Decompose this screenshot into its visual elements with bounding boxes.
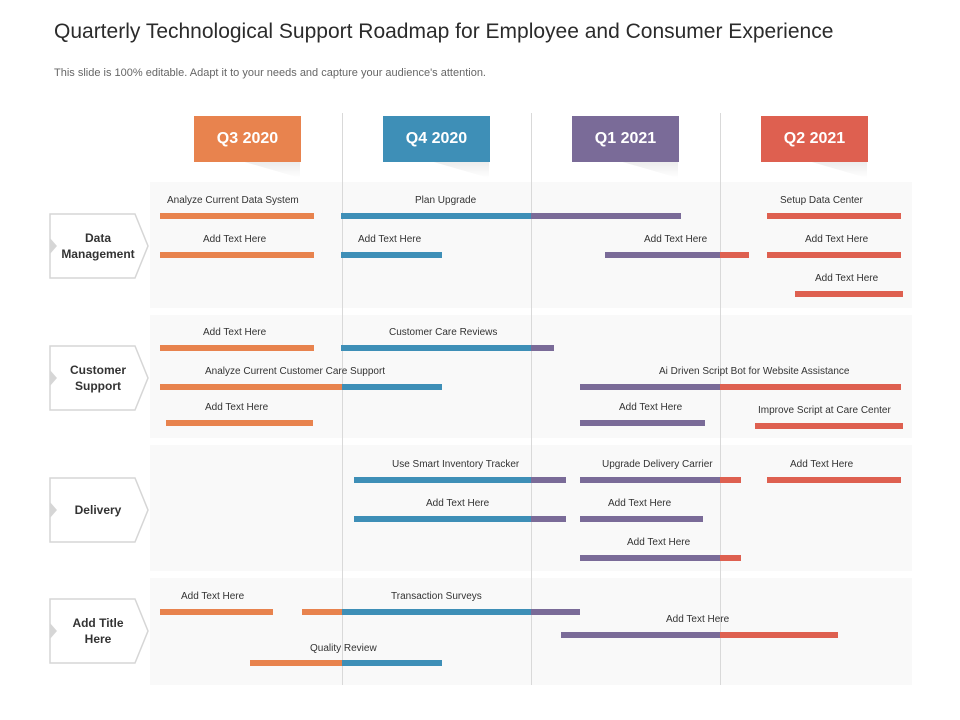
task-bar bbox=[605, 252, 720, 258]
task-label: Add Text Here bbox=[790, 459, 854, 470]
task-bar bbox=[302, 609, 342, 615]
task-label: Use Smart Inventory Tracker bbox=[392, 459, 520, 470]
quarter-header-q1-2021: Q1 2021 bbox=[572, 116, 679, 178]
task-bar bbox=[767, 252, 901, 258]
task-bar bbox=[160, 609, 273, 615]
quarter-header-q2-2021: Q2 2021 bbox=[761, 116, 868, 178]
task-bar bbox=[720, 477, 741, 483]
category-tag-shape bbox=[49, 477, 149, 543]
category-add-title: Add Title Here bbox=[49, 598, 149, 664]
task-label: Add Text Here bbox=[181, 591, 245, 602]
task-bar bbox=[531, 477, 566, 483]
task-bar bbox=[531, 609, 580, 615]
task-bar bbox=[580, 384, 720, 390]
task-bar bbox=[720, 384, 901, 390]
task-label: Add Text Here bbox=[619, 402, 683, 413]
task-label: Add Text Here bbox=[358, 234, 422, 245]
category-tag-shape bbox=[49, 345, 149, 411]
category-delivery: Delivery bbox=[49, 477, 149, 543]
category-label: Delivery bbox=[74, 503, 122, 517]
task-bar bbox=[531, 516, 566, 522]
task-bar bbox=[580, 516, 703, 522]
task-bar bbox=[720, 555, 741, 561]
task-label: Ai Driven Script Bot for Website Assista… bbox=[659, 366, 850, 377]
task-label: Add Text Here bbox=[805, 234, 869, 245]
task-bar bbox=[342, 384, 442, 390]
category-data-management: Data Management bbox=[49, 213, 149, 279]
task-bar bbox=[354, 516, 531, 522]
task-label: Add Text Here bbox=[644, 234, 708, 245]
task-label: Add Text Here bbox=[608, 498, 672, 509]
task-bar bbox=[354, 477, 531, 483]
task-bar bbox=[341, 252, 442, 258]
task-label: Improve Script at Care Center bbox=[758, 405, 891, 416]
task-label: Add Text Here bbox=[426, 498, 490, 509]
task-label: Customer Care Reviews bbox=[389, 327, 498, 338]
quarter-header-q3-2020: Q3 2020 bbox=[194, 116, 301, 178]
category-label: Data Management bbox=[61, 231, 135, 261]
task-bar bbox=[341, 345, 531, 351]
task-label: Plan Upgrade bbox=[415, 195, 477, 206]
task-bar bbox=[342, 660, 442, 666]
quarter-divider bbox=[342, 113, 343, 685]
task-bar bbox=[767, 213, 901, 219]
task-label: Add Text Here bbox=[815, 273, 879, 284]
category-tag-shape bbox=[49, 213, 149, 279]
task-bar bbox=[531, 345, 554, 351]
quarter-label: Q4 2020 bbox=[383, 116, 490, 162]
quarter-label: Q2 2021 bbox=[761, 116, 868, 162]
task-bar bbox=[160, 252, 314, 258]
task-bar bbox=[580, 555, 720, 561]
task-bar bbox=[160, 345, 314, 351]
task-label: Add Text Here bbox=[203, 234, 267, 245]
quarter-divider bbox=[720, 113, 721, 685]
category-label: Add Title Here bbox=[72, 616, 124, 646]
task-bar bbox=[531, 213, 681, 219]
task-bar bbox=[580, 477, 720, 483]
quarter-label: Q1 2021 bbox=[572, 116, 679, 162]
task-label: Add Text Here bbox=[627, 537, 691, 548]
task-bar bbox=[160, 384, 342, 390]
task-bar bbox=[767, 477, 901, 483]
task-bar bbox=[561, 632, 720, 638]
task-label: Add Text Here bbox=[666, 614, 730, 625]
task-label: Analyze Current Customer Care Support bbox=[205, 366, 386, 377]
task-bar bbox=[795, 291, 903, 297]
task-bar bbox=[580, 420, 705, 426]
task-bar bbox=[720, 632, 838, 638]
task-bar bbox=[720, 252, 749, 258]
task-bar bbox=[160, 213, 314, 219]
page-title: Quarterly Technological Support Roadmap … bbox=[54, 20, 834, 43]
task-label: Add Text Here bbox=[203, 327, 267, 338]
task-label: Analyze Current Data System bbox=[167, 195, 299, 206]
task-bar bbox=[250, 660, 342, 666]
quarter-label: Q3 2020 bbox=[194, 116, 301, 162]
task-label: Upgrade Delivery Carrier bbox=[602, 459, 713, 470]
task-label: Setup Data Center bbox=[780, 195, 863, 206]
task-bar bbox=[755, 423, 903, 429]
category-customer-support: Customer Support bbox=[49, 345, 149, 411]
quarter-divider bbox=[531, 113, 532, 685]
task-label: Add Text Here bbox=[205, 402, 269, 413]
category-tag-shape bbox=[49, 598, 149, 664]
task-label: Transaction Surveys bbox=[391, 591, 482, 602]
quarter-header-q4-2020: Q4 2020 bbox=[383, 116, 490, 178]
task-bar bbox=[166, 420, 313, 426]
category-label: Customer Support bbox=[69, 363, 126, 393]
task-bar bbox=[341, 213, 531, 219]
task-bar bbox=[342, 609, 531, 615]
page-subtitle: This slide is 100% editable. Adapt it to… bbox=[54, 67, 486, 79]
task-label: Quality Review bbox=[310, 643, 377, 654]
